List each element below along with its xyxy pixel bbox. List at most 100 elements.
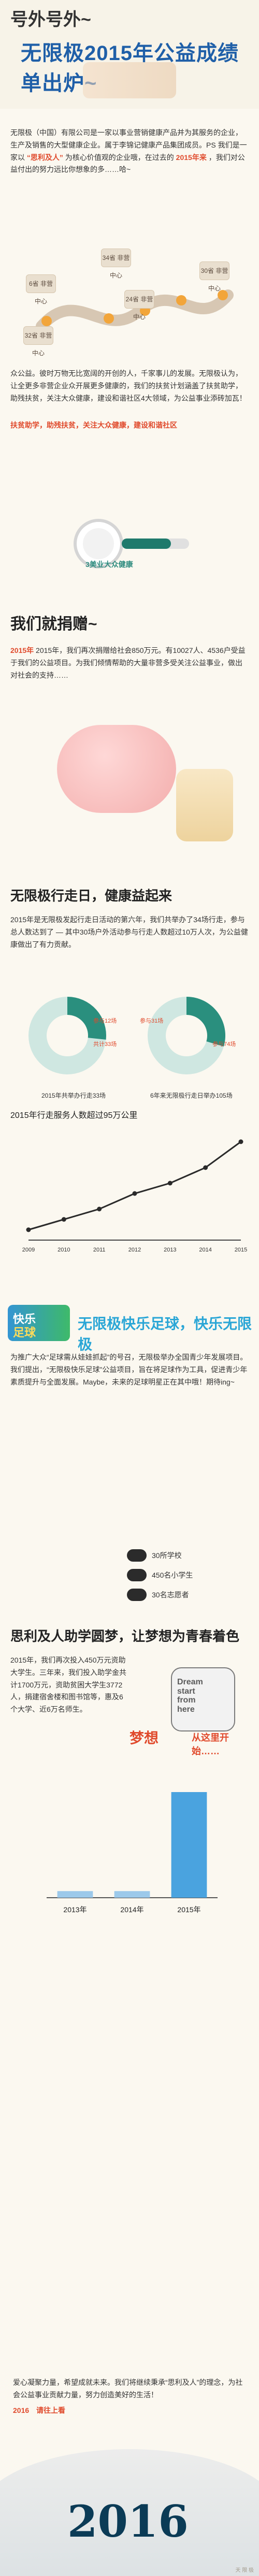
footer-year-number: 2016 [67, 2496, 189, 2547]
line-series [28, 1141, 241, 1231]
timeline-badge: 6省 非营中心 [26, 274, 56, 305]
header-illustration [83, 62, 176, 98]
piggy-illustration [0, 704, 259, 875]
timeline-pin [41, 316, 52, 326]
footer-year: 2016 [67, 2496, 192, 2558]
section-8-card: 爱心凝聚力量，希望成就未来。我们将继续秉承“思利及人”的理念，为社会公益事业贡献… [13, 2377, 246, 2439]
section-5-title: 2015年行走服务人数超过95万公里 [10, 1111, 138, 1120]
section-2-text: 众公益。彼时万物无比宽阔的开创的人，千家事儿的发展。无限极认为，让全更多非营企业… [10, 368, 249, 404]
dream-title: 梦想 [130, 1730, 159, 1746]
timeline-badge: 32省 非营中心 [23, 326, 53, 357]
dream-sign-text: Dream start from here [177, 1678, 203, 1714]
bar-x-tick: 2013年 [63, 1905, 87, 1914]
section-2: 众公益。彼时万物无比宽阔的开创的人，千家事儿的发展。无限极认为，让全更多非营企业… [0, 362, 259, 632]
bar [114, 1891, 150, 1898]
section-3-text: 2015年，我们再次捐赠给社会850万元。有10027人、4536户受益于我们的… [10, 646, 246, 679]
line-point [167, 1181, 172, 1186]
section-8-highlight: 请往上看 [36, 2406, 66, 2414]
section-8-year: 2016 [13, 2406, 30, 2414]
section-7-text: 2015年，我们再次投入450万元资助大学生。三年来，我们投入助学金共计1700… [10, 1654, 130, 1716]
section-7-text-body: 2015年，我们再次投入450万元资助大学生。三年来，我们投入助学金共计1700… [10, 1656, 126, 1714]
donut-2-label-a: 参与31场 [140, 1017, 163, 1024]
timeline-svg [36, 289, 234, 332]
line-x-tick: 2015 [235, 1247, 247, 1253]
bar [57, 1891, 93, 1898]
line-x-tick: 2011 [93, 1247, 106, 1253]
line-x-tick: 2010 [57, 1247, 70, 1253]
donut-1 [28, 997, 107, 1074]
kicker: 号外号外~ [10, 10, 91, 30]
stats-row: 30名志愿者 [127, 1585, 251, 1605]
line-point [61, 1217, 66, 1222]
line-point [132, 1191, 137, 1196]
section-3-paragraph: 2015年 2015年，我们再次捐赠给社会850万元。有10027人、4536户… [10, 645, 249, 681]
line-x-tick: 2014 [199, 1247, 211, 1253]
bar-chart-svg: 2013年 2014年 2015年 [47, 1792, 218, 1914]
bar-x-tick: 2014年 [120, 1905, 143, 1914]
gauge-fill [122, 539, 171, 549]
piggy-bank [57, 725, 176, 813]
bar [171, 1792, 207, 1898]
stats-pill [127, 1589, 147, 1601]
donut-1-caption: 2015年共举办行走33场 [41, 1091, 106, 1099]
logo-top: 快乐 [13, 1313, 36, 1326]
gauge-core [83, 528, 114, 559]
section-6-headline: 无限极快乐足球，快乐无限极 [78, 1316, 252, 1352]
gauge [62, 513, 197, 575]
intro-mid: 为核心价值观的企业哦，在过去的 [65, 153, 174, 162]
section-4-title: 无限极行走日，健康益起来 [10, 888, 172, 904]
watermark: 天 限 极 [235, 2568, 254, 2573]
section-2-highlight: 扶贫助学，助残扶贫，关注大众健康，建设和谐社区 [10, 419, 249, 432]
stats-pill [127, 1569, 147, 1581]
intro-highlight-1: “思利及人” [26, 153, 63, 162]
character-figure [176, 769, 233, 841]
dream-subtitle: 从这里开始…… [192, 1733, 229, 1756]
section-2-highlight-text: 扶贫助学，助残扶贫，关注大众健康，建设和谐社区 [10, 421, 177, 429]
donut-1-label-a: 参与12场 [93, 1017, 117, 1024]
stats-value: 30所学校 [152, 1551, 182, 1560]
stats-value: 450名小学生 [152, 1571, 193, 1579]
timeline-badge: 24省 非营中心 [124, 290, 154, 321]
donut-1-hole [47, 1015, 88, 1056]
dream-sign: Dream start from here [171, 1667, 235, 1731]
section-8-highlight-row: 2016 请往上看 [13, 2405, 246, 2417]
header: 号外号外~ 无限极2015年公益成绩单出炉~ [0, 0, 259, 109]
intro-paragraph: 无限极（中国）有限公司是一家以事业营销健康产品并为其服务的企业，生产及销售的大型… [10, 127, 249, 176]
stats-list: 30所学校 450名小学生 30名志愿者 [127, 1546, 251, 1605]
donut-charts: 2015年共举办行走33场 6年来无限极行走日举办105场 参与12场 共计33… [10, 973, 249, 1103]
gauge-label: 3美业大众健康 [85, 560, 133, 569]
timeline-pin [104, 313, 114, 324]
section-4-text: 2015年是无限极发起行走日活动的第六年，我们共举办了34场行走，参与总人数达到… [10, 914, 249, 951]
line-x-tick: 2009 [22, 1247, 35, 1253]
line-point [203, 1165, 208, 1170]
section-3-title: 我们就捐赠~ [10, 616, 97, 633]
bar-x-tick: 2015年 [177, 1905, 200, 1914]
timeline-pin [176, 295, 186, 305]
line-x-tick: 2013 [164, 1247, 176, 1253]
footer-swoosh [0, 2449, 259, 2576]
timeline-pin [218, 290, 228, 300]
timeline-badge: 34省 非营中心 [101, 249, 131, 279]
donut-2-hole [166, 1015, 207, 1056]
section-6-text-body: 为推广大众“足球需从娃娃抓起”的号召，无限极举办全国青少年发展项目。我们提出，“… [10, 1353, 248, 1386]
donut-1-label-b: 共计33场 [93, 1040, 117, 1047]
happy-football-logo: 快乐 足球 [8, 1305, 70, 1341]
line-chart: 2009 2010 2011 2012 2013 2014 2015 [10, 1126, 249, 1261]
section-6: 快乐 足球 无限极快乐足球，快乐无限极 为推广大众“足球需从娃娃抓起”的号召，无… [0, 1294, 259, 1584]
timeline: 6省 非营中心 34省 非营中心 24省 非营中心 30省 非营中心 32省 非… [10, 212, 249, 357]
stats-value: 30名志愿者 [152, 1591, 189, 1599]
section-6-text: 为推广大众“足球需从娃娃抓起”的号召，无限极举办全国青少年发展项目。我们提出，“… [10, 1351, 249, 1388]
timeline-badge: 30省 非营中心 [199, 261, 229, 292]
stats-row: 30所学校 [127, 1546, 251, 1565]
line-x-tick: 2012 [128, 1247, 141, 1253]
dream-illustration: Dream start from here 梦想 从这里开始…… [130, 1662, 238, 1756]
stats-pill [127, 1549, 147, 1562]
section-8-text: 爱心凝聚力量，希望成就未来。我们将继续秉承“思利及人”的理念，为社会公益事业贡献… [13, 2378, 243, 2399]
section-4-text-body: 2015年是无限极发起行走日活动的第六年，我们共举办了34场行走，参与总人数达到… [10, 915, 248, 949]
gauge-svg [74, 519, 189, 569]
line-point [26, 1227, 31, 1232]
intro-suffix: ，我们对公益付出的努力远比你想象的多……哈~ [10, 153, 245, 174]
donut-2 [148, 997, 225, 1074]
donut-svg: 2015年共举办行走33场 6年来无限极行走日举办105场 参与12场 共计33… [28, 997, 236, 1099]
